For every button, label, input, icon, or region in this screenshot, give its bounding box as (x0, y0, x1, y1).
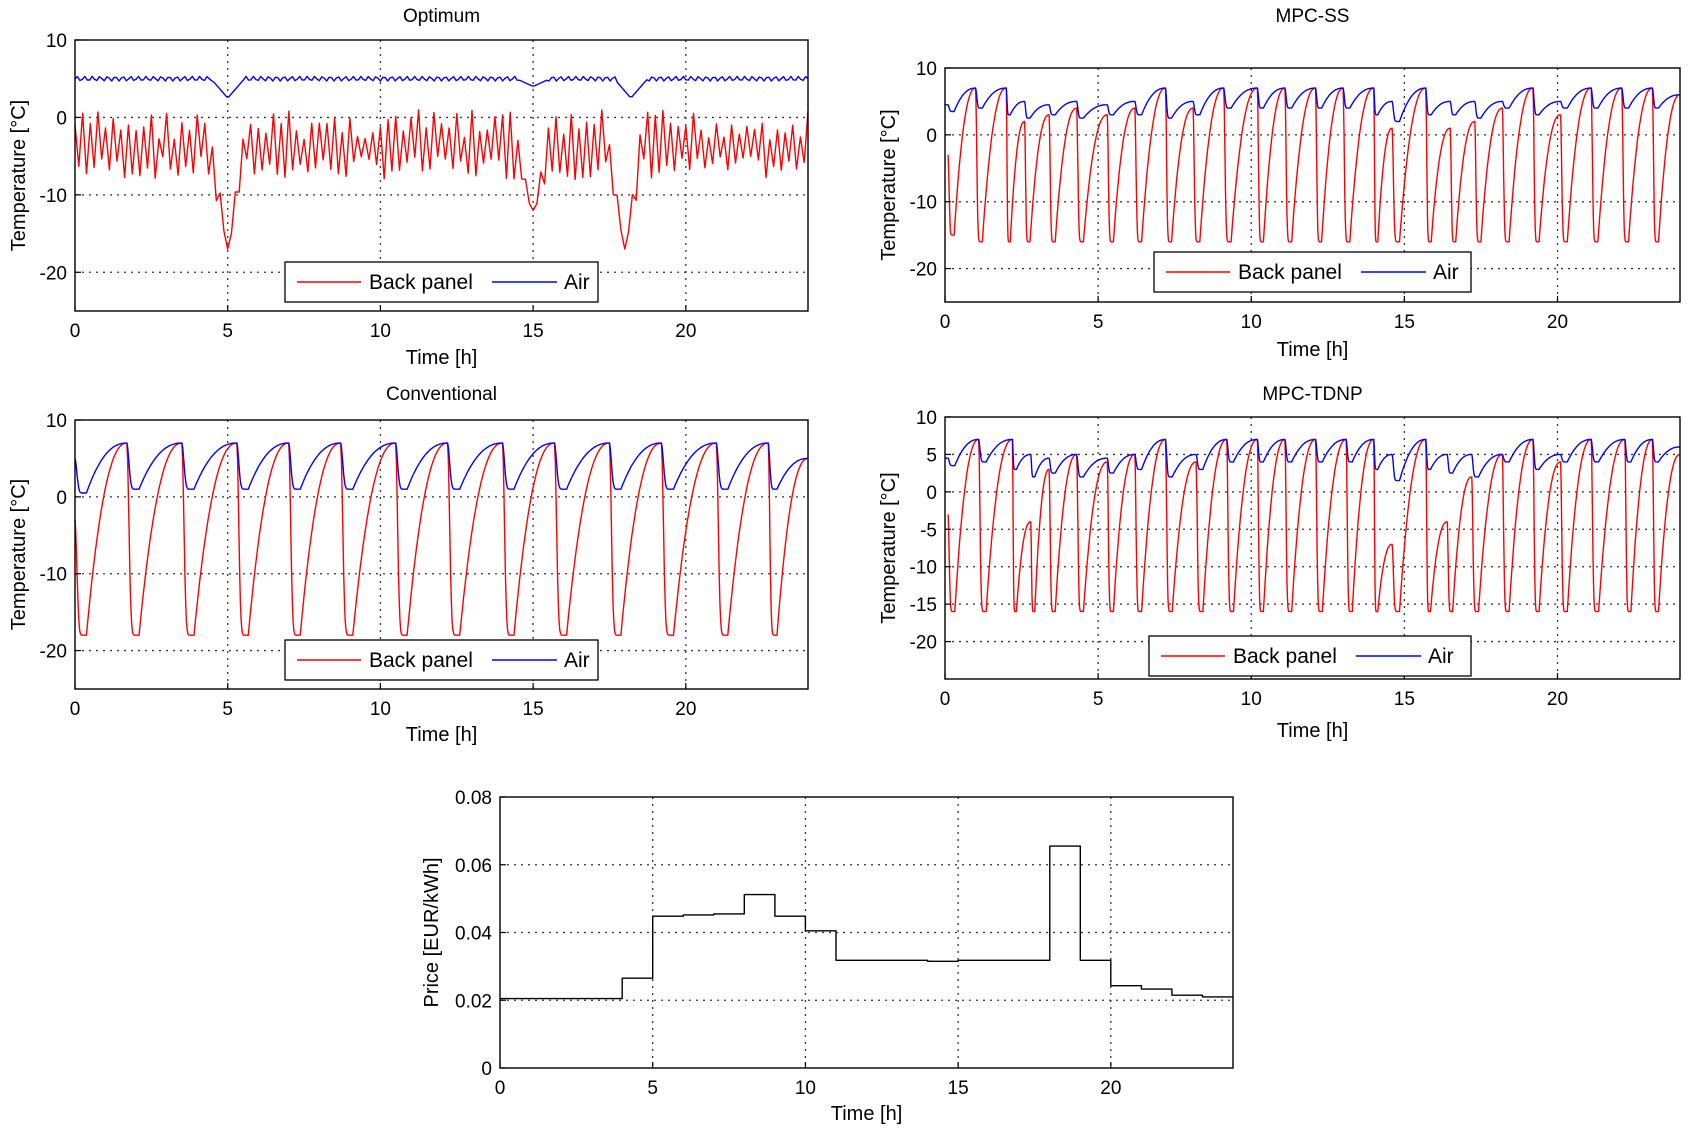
y-tick-label: 5 (926, 445, 937, 466)
x-tick-label: 5 (647, 1078, 658, 1099)
y-axis-label: Temperature [°C] (878, 472, 900, 623)
axes-frame (944, 416, 1681, 680)
y-tick-label: 0.04 (455, 924, 492, 945)
legend-label-back-panel: Back panel (369, 649, 473, 672)
legend-label-air: Air (564, 649, 590, 672)
x-tick-label: 0 (940, 689, 951, 710)
x-tick-label: 5 (222, 699, 233, 720)
x-tick-label: 10 (1241, 312, 1262, 333)
x-tick-label: 15 (523, 699, 544, 720)
axes-frame (74, 39, 809, 312)
x-tick-label: 10 (795, 1078, 816, 1099)
y-tick-label: -10 (910, 558, 937, 579)
y-axis-label: Temperature [°C] (8, 100, 30, 251)
x-axis-label: Time [h] (1277, 720, 1349, 742)
y-tick-label: 0 (56, 108, 67, 129)
x-tick-label: 0 (70, 699, 81, 720)
x-axis-label: Time [h] (1277, 339, 1349, 361)
y-tick-label: 10 (46, 411, 67, 432)
legend-label-air: Air (1428, 645, 1454, 668)
panel-mpc-ss: 0 5 10 15 20 10 0 -10 -20 MPC-SS Time [h] Temperatu… (878, 6, 1681, 361)
legend: Back panel Air (284, 639, 599, 681)
y-tick-label: 0.06 (455, 856, 492, 877)
y-tick-label: -5 (920, 520, 937, 541)
series-line-air (945, 87, 1681, 123)
legend: Back panel Air (1153, 251, 1472, 293)
x-tick-label: 0 (70, 321, 81, 342)
x-axis-label: Time [h] (831, 1103, 903, 1125)
axes-frame (74, 419, 809, 690)
y-tick-label: 0.02 (455, 991, 492, 1012)
panel-price: 0 5 10 15 20 0.08 0.06 0.04 0.02 0 Time [h] Price [… (421, 788, 1234, 1125)
x-tick-label: 15 (1394, 312, 1415, 333)
x-tick-label: 0 (940, 312, 951, 333)
legend: Back panel Air (1148, 635, 1472, 677)
x-tick-label: 20 (675, 321, 696, 342)
x-tick-label: 15 (1394, 689, 1415, 710)
legend-label-back-panel: Back panel (1238, 261, 1342, 284)
y-axis-label: Price [EUR/kWh] (421, 857, 443, 1007)
y-tick-label: 10 (916, 408, 937, 429)
y-tick-label: 0 (481, 1059, 492, 1080)
y-axis-label: Temperature [°C] (8, 479, 30, 630)
x-tick-label: 20 (1547, 312, 1568, 333)
y-tick-label: 0 (56, 488, 67, 509)
legend: Back panel Air (284, 261, 599, 303)
x-tick-label: 5 (222, 321, 233, 342)
series-line-price (500, 845, 1233, 1000)
y-tick-label: -15 (910, 595, 937, 616)
panel-optimum: 0 5 10 15 20 10 0 -10 -20 Optimum Time [h] Temperat… (8, 6, 809, 369)
y-axis-label: Temperature [°C] (878, 109, 900, 260)
series-line-back-panel (74, 109, 809, 250)
legend-label-air: Air (1433, 261, 1459, 284)
legend-label-back-panel: Back panel (369, 271, 473, 294)
chart-title: Conventional (386, 384, 497, 405)
x-tick-label: 20 (1100, 1078, 1121, 1099)
series-line-air (945, 438, 1681, 482)
x-tick-label: 20 (1547, 689, 1568, 710)
panel-conventional: 0 5 10 15 20 10 0 -10 -20 Conventional Time [h] Tem… (8, 384, 809, 746)
y-tick-label: -10 (40, 186, 67, 207)
y-tick-label: -10 (910, 193, 937, 214)
grid-lines (500, 797, 1233, 1068)
legend-label-back-panel: Back panel (1233, 645, 1337, 668)
y-tick-label: -20 (910, 260, 937, 281)
y-tick-label: 10 (916, 59, 937, 80)
x-axis-label: Time [h] (406, 724, 478, 746)
y-tick-label: -10 (40, 565, 67, 586)
series-line-air (74, 442, 809, 494)
x-tick-label: 10 (370, 699, 391, 720)
x-tick-label: 0 (495, 1078, 506, 1099)
x-tick-label: 10 (1241, 689, 1262, 710)
series-line-air (74, 75, 809, 98)
legend-label-air: Air (564, 271, 590, 294)
y-tick-label: 0 (926, 483, 937, 504)
series-line-back-panel (947, 438, 1681, 613)
x-tick-label: 5 (1093, 689, 1104, 710)
y-tick-label: -20 (40, 642, 67, 663)
chart-title: MPC-TDNP (1262, 384, 1362, 405)
y-tick-label: 0 (926, 126, 937, 147)
chart-title: MPC-SS (1276, 6, 1350, 27)
x-tick-label: 20 (675, 699, 696, 720)
panel-mpc-tdnp: 0 5 10 15 20 10 5 0 -5 -10 -15 -20 MPC-TDNP Time [h] T… (878, 384, 1681, 742)
chart-title: Optimum (403, 6, 480, 27)
x-tick-label: 15 (523, 321, 544, 342)
y-tick-label: -20 (910, 633, 937, 654)
axes-frame (944, 67, 1681, 303)
x-axis-label: Time [h] (406, 347, 478, 369)
x-tick-label: 10 (370, 321, 391, 342)
x-tick-label: 5 (1093, 312, 1104, 333)
y-tick-label: -20 (40, 263, 67, 284)
y-tick-label: 0.08 (455, 788, 492, 809)
x-tick-label: 15 (948, 1078, 969, 1099)
y-tick-label: 10 (46, 31, 67, 52)
